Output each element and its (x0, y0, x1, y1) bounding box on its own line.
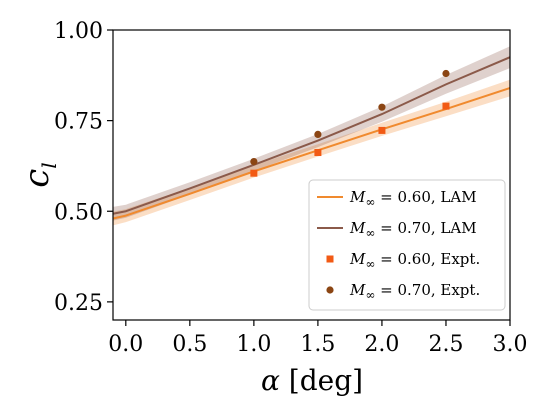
x-axis-label: α [deg] (261, 364, 363, 397)
x-tick-label: 0.0 (108, 332, 143, 357)
data-point-square (314, 149, 322, 157)
line-layer (112, 56, 511, 220)
x-tick-label: 2.0 (364, 332, 399, 357)
legend-box (308, 179, 506, 311)
x-tick-label: 2.5 (428, 332, 463, 357)
x-axis-symbol: α (261, 364, 280, 397)
y-tick-label: 0.25 (54, 291, 103, 316)
legend-entry-1: M∞ = 0.70, LAM (317, 219, 477, 240)
data-point-square (442, 102, 450, 110)
data-point-circle (314, 130, 322, 138)
data-point-square (378, 126, 386, 134)
y-tick-label: 0.50 (54, 200, 103, 225)
data-point-square (250, 169, 258, 177)
y-axis-subscript: l (37, 162, 61, 168)
legend: M∞ = 0.60, LAM M∞ = 0.70, LAM M∞ = 0.60, E… (308, 179, 506, 311)
legend-entry-0: M∞ = 0.60, LAM (317, 188, 477, 209)
x-tick-label: 0.5 (172, 332, 207, 357)
y-axis-symbol: c (17, 169, 57, 188)
x-axis-unit: [deg] (280, 364, 363, 397)
data-point-circle (442, 69, 450, 78)
legend-label: M∞ = 0.70, Expt. (349, 281, 480, 302)
legend-swatch-square (326, 255, 334, 263)
legend-label: M∞ = 0.70, LAM (349, 219, 477, 240)
x-tick-label: 1.0 (236, 332, 271, 357)
legend-label: M∞ = 0.60, LAM (349, 188, 477, 209)
x-ticks: 0.0 0.5 1.0 1.5 2.0 2.5 3.0 (108, 320, 528, 357)
confidence-band-1 (113, 46, 510, 221)
legend-entry-3: M∞ = 0.70, Expt. (326, 281, 480, 302)
x-tick-label: 3.0 (493, 332, 528, 357)
y-ticks: 0.25 0.50 0.75 1.00 (54, 19, 113, 316)
x-tick-label: 1.5 (300, 332, 335, 357)
y-tick-label: 1.00 (54, 19, 103, 44)
y-tick-label: 0.75 (54, 110, 103, 135)
legend-swatch-circle (326, 286, 334, 294)
legend-entry-2: M∞ = 0.60, Expt. (326, 250, 480, 271)
plot-frame (112, 29, 511, 321)
marker-layer (250, 69, 450, 177)
data-point-circle (378, 103, 386, 111)
data-point-circle (250, 157, 258, 166)
legend-label: M∞ = 0.60, Expt. (349, 250, 480, 271)
y-axis-label: cl (17, 162, 61, 187)
series-line-1 (112, 56, 511, 215)
series-line-0 (112, 87, 511, 220)
